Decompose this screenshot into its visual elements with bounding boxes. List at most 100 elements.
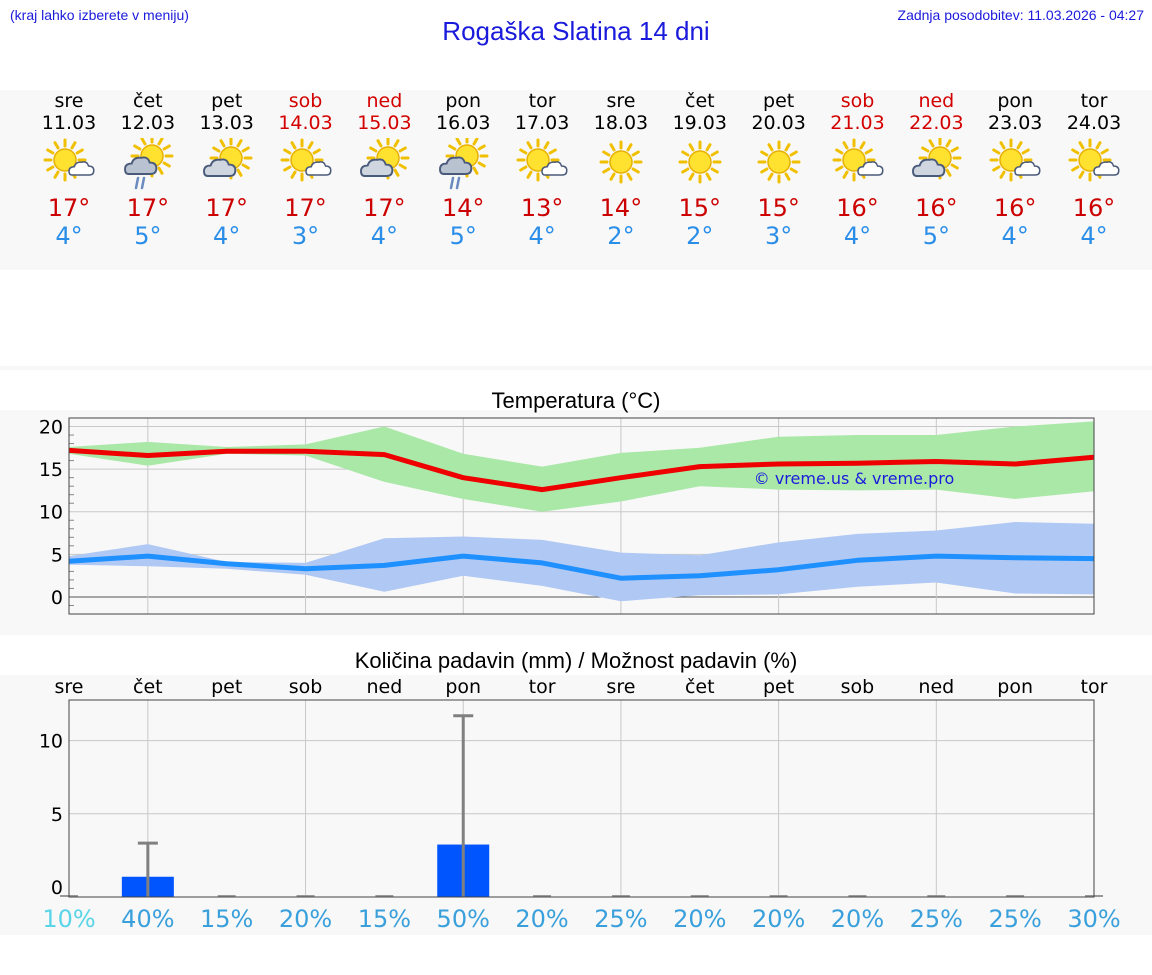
min-temperature: 4° (55, 222, 83, 250)
day-date: 24.03 (1066, 112, 1122, 134)
y-tick-label: 5 (51, 804, 63, 826)
y-tick-label: 20 (39, 417, 63, 439)
x-category-label: pet (763, 676, 794, 698)
max-temperature: 17° (205, 194, 248, 222)
max-temperature-line (68, 447, 1095, 493)
cloud-sun-icon (202, 138, 253, 180)
day-date: 21.03 (830, 112, 885, 134)
x-category-label: tor (1081, 676, 1108, 698)
day-date: 15.03 (357, 112, 412, 134)
day-column: pet 20.03 15° 3° (739, 90, 819, 250)
max-temperature: 15° (678, 194, 722, 222)
sun-icon (678, 140, 722, 184)
min-temperature: 4° (528, 222, 556, 250)
day-name: tor (1080, 90, 1108, 112)
sun-icon (599, 140, 643, 184)
day-date: 22.03 (909, 112, 964, 134)
x-category-label: sre (55, 676, 84, 698)
day-column: sob 14.03 17° 3° (266, 90, 346, 250)
max-temperature: 17° (363, 194, 406, 222)
day-name: pon (997, 90, 1034, 112)
max-temperature: 16° (993, 194, 1037, 222)
day-column: tor 24.03 16° 4° (1054, 90, 1134, 250)
y-tick-label: 15 (39, 459, 63, 481)
precipitation-chart-title: Količina padavin (mm) / Možnost padavin … (354, 648, 798, 673)
cloud-rain-icon (123, 138, 174, 190)
day-column: sre 18.03 14° 2° (581, 90, 661, 250)
y-tick-label: 0 (51, 877, 63, 899)
min-temperature: 5° (922, 222, 950, 250)
max-temperature: 16° (1072, 194, 1116, 222)
day-column: sob 21.03 16° 4° (818, 90, 898, 250)
min-temperature: 4° (1001, 222, 1029, 250)
y-tick-label: 10 (39, 731, 63, 753)
day-name: sre (54, 90, 84, 112)
day-date: 11.03 (41, 112, 97, 134)
precipitation-probability: 25% (594, 905, 647, 933)
x-category-label: sob (841, 676, 875, 698)
region-menu-hint: (kraj lahko izberete v meniju) (10, 7, 189, 23)
day-name: čet (685, 90, 715, 112)
sun-cloud-icon (516, 138, 568, 182)
max-temperature: 14° (441, 194, 485, 222)
precipitation-probability: 20% (752, 905, 805, 933)
max-temperature: 14° (599, 194, 643, 222)
min-temperature: 3° (291, 222, 320, 250)
precipitation-probability: 50% (437, 905, 490, 933)
day-name: sob (840, 90, 875, 112)
min-temperature: 4° (1080, 222, 1108, 250)
day-name: ned (366, 90, 403, 112)
x-category-label: ned (366, 676, 402, 698)
plot-border (68, 699, 1095, 898)
min-temperature: 4° (843, 222, 872, 250)
day-name: ned (918, 90, 955, 112)
day-column: ned 22.03 16° 5° (896, 90, 976, 250)
cloud-sun-icon (912, 138, 962, 180)
min-temperature: 2° (686, 222, 714, 250)
day-date: 20.03 (751, 112, 806, 134)
precipitation-probability: 20% (831, 905, 884, 933)
x-category-label: sob (289, 676, 323, 698)
y-tick-label: 5 (51, 544, 63, 566)
max-temperature: 17° (126, 194, 170, 222)
day-name: pet (211, 90, 243, 112)
day-name: tor (528, 90, 556, 112)
daily-forecast-strip: sre 11.03 17° 4° čet 12.03 17° 5° pet 13.03 17° 4° s… (0, 90, 1152, 270)
day-date: 19.03 (672, 112, 727, 134)
x-category-label: pon (997, 676, 1033, 698)
precipitation-probability: 20% (515, 905, 568, 933)
precipitation-probability: 25% (988, 905, 1041, 933)
y-tick-label: 10 (39, 502, 63, 524)
day-name: pon (445, 90, 482, 112)
max-temperature: 16° (836, 194, 879, 222)
cloud-sun-icon (360, 138, 410, 180)
min-temperature: 4° (213, 222, 241, 250)
day-date: 16.03 (436, 112, 491, 134)
x-category-label: sre (606, 676, 635, 698)
precipitation-probability: 25% (910, 905, 963, 933)
precipitation-probability: 10% (42, 905, 95, 933)
precipitation-plot-area (69, 700, 1094, 897)
day-date: 23.03 (987, 112, 1043, 134)
precipitation-probability: 40% (121, 905, 174, 933)
x-category-label: pon (445, 676, 481, 698)
last-update-text: Zadnja posodobitev: 11.03.2026 - 04:27 (897, 7, 1144, 23)
day-date: 13.03 (199, 112, 254, 134)
max-temperature: 17° (47, 194, 91, 222)
sun-cloud-icon (43, 138, 95, 182)
day-date: 12.03 (120, 112, 176, 134)
sun-cloud-icon (1068, 138, 1120, 182)
max-temperature-range (69, 421, 1094, 512)
x-category-label: tor (529, 676, 556, 698)
min-temperature: 4° (370, 222, 399, 250)
day-column: čet 12.03 17° 5° (108, 90, 188, 250)
plot-border (68, 417, 1095, 615)
min-temperature: 5° (449, 222, 477, 250)
x-category-label: pet (211, 676, 242, 698)
temperature-chart-title: Temperatura (°C) (491, 388, 661, 413)
day-date: 18.03 (593, 112, 649, 134)
day-column: sre 11.03 17° 4° (29, 90, 109, 250)
day-name: sre (606, 90, 636, 112)
precipitation-probability: 15% (358, 905, 411, 933)
